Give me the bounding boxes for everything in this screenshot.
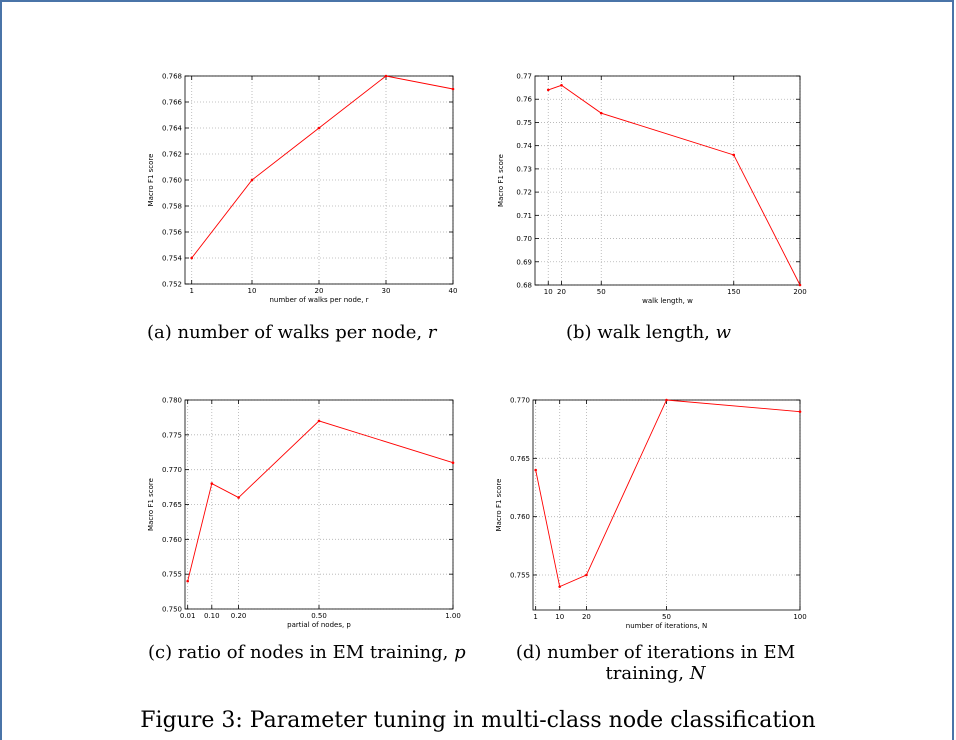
series-line <box>191 75 454 259</box>
y-tick-label: 0.77 <box>516 73 532 81</box>
data-point <box>210 482 214 485</box>
y-tick-label: 0.764 <box>162 125 183 133</box>
data-point <box>665 398 668 402</box>
y-tick-label: 0.750 <box>162 606 182 614</box>
data-point <box>534 468 537 472</box>
x-tick-label: 0.50 <box>311 612 327 620</box>
y-tick-label: 0.775 <box>162 431 182 439</box>
y-tick-label: 0.74 <box>516 142 532 150</box>
y-tick-label: 0.765 <box>162 501 182 509</box>
y-tick-label: 0.765 <box>510 455 530 463</box>
x-tick-label: 20 <box>315 287 324 295</box>
x-tick-label: 10 <box>544 288 553 296</box>
y-tick-label: 0.70 <box>516 235 532 243</box>
x-tick-label: 20 <box>582 613 591 621</box>
x-tick-label: 0.01 <box>180 612 196 620</box>
data-point <box>451 87 455 91</box>
x-tick-label: 10 <box>248 287 257 295</box>
y-tick-label: 0.760 <box>510 513 530 521</box>
x-tick-label: 20 <box>557 288 566 296</box>
x-tick-label: 150 <box>727 288 740 296</box>
y-tick-label: 0.766 <box>162 99 183 107</box>
y-tick-label: 0.73 <box>516 165 532 173</box>
y-tick-label: 0.752 <box>162 281 182 289</box>
y-tick-label: 0.68 <box>516 282 532 290</box>
caption-a: (a) number of walks per node, r <box>147 322 437 343</box>
plot-frame <box>534 75 801 286</box>
plot-frame <box>184 75 454 285</box>
y-tick-label: 0.770 <box>510 397 530 405</box>
data-point <box>317 419 321 423</box>
y-tick-label: 0.72 <box>516 189 532 197</box>
data-point <box>560 83 563 87</box>
data-point <box>384 74 388 78</box>
y-tick-label: 0.770 <box>162 466 182 474</box>
x-axis-label: number of iterations, N <box>626 622 707 630</box>
data-point <box>190 256 193 260</box>
data-point <box>546 88 550 92</box>
y-tick-label: 0.75 <box>516 119 532 127</box>
series-line <box>548 84 801 286</box>
y-tick-label: 0.758 <box>162 203 182 211</box>
x-tick-label: 50 <box>662 613 671 621</box>
data-point <box>237 496 240 499</box>
x-tick-label: 1.00 <box>445 612 461 620</box>
y-tick-label: 0.754 <box>162 255 183 263</box>
data-point <box>732 153 736 157</box>
series-line <box>535 399 801 588</box>
data-point <box>451 461 455 464</box>
x-tick-label: 1 <box>533 613 537 621</box>
data-point <box>798 410 802 413</box>
y-axis-label: Macro F1 score <box>497 154 505 207</box>
data-point <box>798 283 802 287</box>
figure-caption: Figure 3: Parameter tuning in multi-clas… <box>140 708 816 733</box>
x-tick-label: 100 <box>793 613 806 621</box>
y-tick-label: 0.69 <box>516 258 532 266</box>
chart-iterations: 0.755 0.760 0.765 0.770 1 10 20 50 100 number of … <box>495 397 807 631</box>
x-tick-label: 0.10 <box>204 612 220 620</box>
x-tick-label: 50 <box>597 288 606 296</box>
y-axis-label: Macro F1 score <box>147 154 155 207</box>
y-tick-label: 0.760 <box>162 536 182 544</box>
x-tick-label: 1 <box>189 287 193 295</box>
chart-walks-per-node: 0.752 0.754 0.756 0.758 0.760 0.762 0.764 0.766… <box>147 73 458 305</box>
y-tick-label: 0.76 <box>516 96 532 104</box>
caption-d-line1: (d) number of iterations in EM <box>515 642 796 663</box>
y-tick-label: 0.756 <box>162 229 183 237</box>
chart-ratio-of-nodes: 0.750 0.755 0.760 0.765 0.770 0.775 0.780 0.01 0… <box>147 397 461 630</box>
data-point <box>250 178 254 182</box>
y-tick-label: 0.71 <box>516 212 532 220</box>
x-axis-label: number of walks per node, r <box>269 296 368 304</box>
caption-d-line2: training, N <box>605 663 706 684</box>
x-tick-label: 10 <box>555 613 564 621</box>
y-tick-label: 0.762 <box>162 151 182 159</box>
data-point <box>186 579 189 583</box>
caption-b: (b) walk length, w <box>566 322 732 343</box>
x-tick-label: 30 <box>382 287 391 295</box>
y-tick-label: 0.760 <box>162 177 182 185</box>
chart-walk-length: 0.68 0.69 0.70 0.71 0.72 0.73 0.74 0.75 0.76 0.77… <box>497 73 807 306</box>
x-tick-label: 200 <box>793 288 806 296</box>
data-point <box>585 573 588 577</box>
y-axis-label: Macro F1 score <box>495 479 503 532</box>
caption-c: (c) ratio of nodes in EM training, p <box>148 642 466 663</box>
x-tick-label: 40 <box>449 287 458 295</box>
y-tick-label: 0.755 <box>510 572 530 580</box>
y-tick-label: 0.768 <box>162 73 182 81</box>
data-point <box>317 126 321 130</box>
data-point <box>558 585 561 588</box>
x-axis-label: walk length, w <box>642 297 693 305</box>
y-tick-label: 0.780 <box>162 397 182 405</box>
y-axis-label: Macro F1 score <box>147 478 155 531</box>
y-tick-label: 0.755 <box>162 571 182 579</box>
caption-d: (d) number of iterations in EM training,… <box>483 642 828 684</box>
series-line <box>187 420 454 582</box>
x-axis-label: partial of nodes, p <box>287 621 351 629</box>
data-point <box>599 111 603 115</box>
x-tick-label: 0.20 <box>231 612 247 620</box>
